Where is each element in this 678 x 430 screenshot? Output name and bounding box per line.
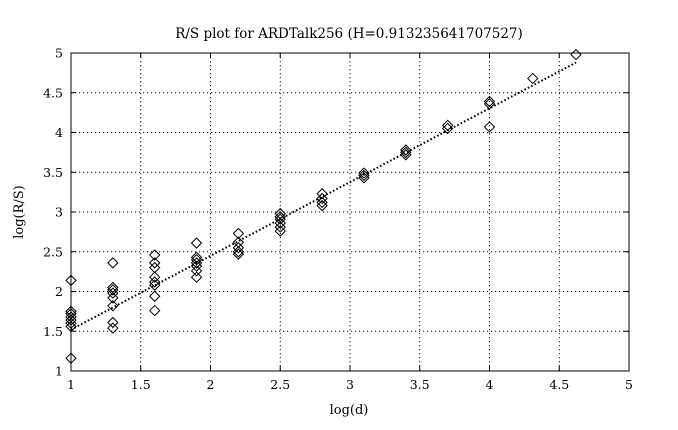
- data-point-marker: [148, 279, 161, 291]
- data-point-marker: [190, 265, 203, 277]
- data-point-marker: [65, 274, 77, 287]
- data-points: [65, 48, 582, 364]
- x-tick-label: 2: [207, 377, 215, 392]
- data-point-marker: [107, 292, 119, 304]
- x-tick-label: 1.5: [131, 377, 151, 392]
- grid: [71, 53, 629, 371]
- data-point-marker: [358, 167, 370, 179]
- chart-title: R/S plot for ARDTalk256 (H=0.91323564170…: [175, 26, 523, 42]
- data-point-marker: [107, 287, 119, 299]
- data-point-marker: [65, 352, 77, 364]
- y-tick-label: 3: [55, 205, 63, 220]
- plot-frame: [70, 52, 630, 372]
- data-point-marker: [274, 217, 286, 229]
- data-point-marker: [107, 322, 119, 334]
- data-point-marker: [190, 257, 203, 269]
- data-point-marker: [65, 320, 77, 333]
- x-tick-label: 3.5: [410, 377, 430, 392]
- fit-line: [70, 61, 577, 331]
- data-point-marker: [190, 237, 203, 249]
- data-point-marker: [483, 95, 496, 108]
- data-point-marker: [148, 304, 161, 317]
- data-point-marker: [65, 314, 77, 326]
- y-tick-label: 3.5: [43, 165, 63, 180]
- y-tick-label: 2: [55, 284, 63, 299]
- data-point-marker: [274, 221, 286, 233]
- data-point-marker: [148, 290, 161, 302]
- x-tick-label: 1: [67, 377, 75, 392]
- data-point-marker: [316, 196, 328, 209]
- data-point-marker: [358, 172, 370, 184]
- data-point-marker: [316, 199, 328, 212]
- y-tick-label: 4: [55, 125, 63, 140]
- data-point-marker: [148, 249, 161, 261]
- data-point-marker: [400, 146, 412, 159]
- x-tick-label: 4.5: [549, 377, 569, 392]
- x-tick-label: 3: [346, 377, 354, 392]
- x-tick-label: 4: [486, 377, 494, 392]
- data-point-marker: [190, 260, 203, 272]
- data-point-marker: [65, 317, 77, 330]
- data-point-marker: [148, 276, 161, 288]
- data-point-marker: [358, 169, 370, 182]
- y-tick-label: 4.5: [43, 85, 63, 100]
- x-axis-label: log(d): [330, 403, 369, 418]
- y-tick-label: 5: [55, 46, 63, 61]
- data-point-marker: [107, 284, 119, 296]
- data-point-marker: [274, 225, 286, 237]
- data-point-marker: [232, 248, 245, 260]
- data-point-marker: [316, 192, 328, 205]
- data-point-marker: [570, 48, 582, 61]
- x-tick-label: 2.5: [270, 377, 290, 392]
- data-point-marker: [400, 149, 412, 161]
- data-point-marker: [232, 227, 245, 240]
- data-point-marker: [107, 300, 119, 312]
- y-tick-labels: 1 1.5 2 2.5 3 3.5 4 4.5 5: [43, 46, 63, 379]
- data-point-marker: [107, 316, 119, 329]
- data-point-marker: [190, 271, 203, 283]
- data-point-marker: [400, 144, 412, 156]
- data-point-marker: [65, 305, 77, 318]
- data-point-marker: [190, 253, 203, 266]
- x-tick-labels: 1 1.5 2 2.5 3 3.5 4 4.5 5: [67, 377, 633, 392]
- x-tick-label: 5: [625, 377, 633, 392]
- data-point-marker: [232, 242, 245, 254]
- data-point-marker: [190, 251, 203, 264]
- data-point-marker: [483, 98, 496, 110]
- data-point-marker: [232, 246, 245, 258]
- data-point-marker: [316, 188, 328, 200]
- data-point-marker: [527, 72, 539, 85]
- data-point-marker: [148, 271, 161, 283]
- data-point-marker: [107, 257, 119, 269]
- ticks: [70, 52, 630, 372]
- data-point-marker: [274, 213, 286, 225]
- y-tick-label: 1: [55, 364, 63, 379]
- y-tick-label: 1.5: [43, 324, 63, 339]
- data-point-marker: [441, 119, 454, 132]
- data-point-marker: [441, 122, 454, 135]
- y-axis-label: log(R/S): [12, 185, 27, 239]
- data-point-marker: [483, 121, 496, 133]
- data-point-marker: [148, 257, 161, 269]
- y-tick-label: 2.5: [43, 244, 63, 259]
